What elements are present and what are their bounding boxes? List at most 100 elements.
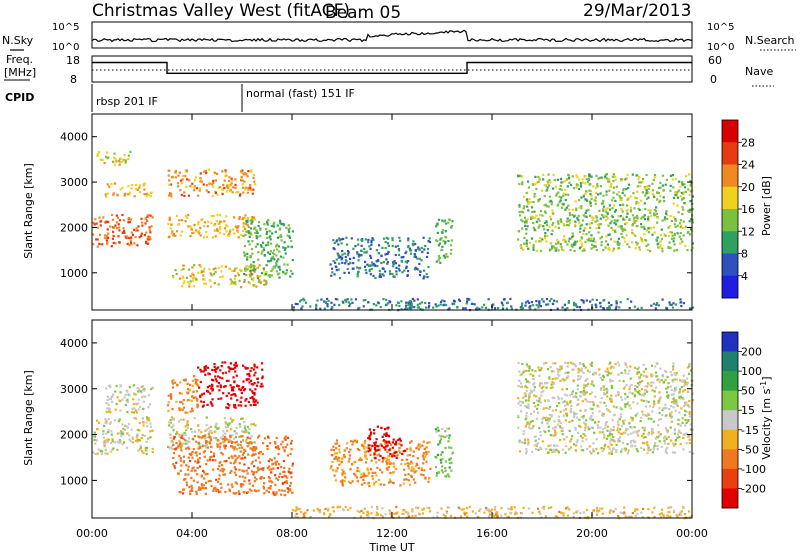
radar-echo: [559, 177, 563, 180]
radar-echo: [656, 191, 659, 194]
radar-echo: [190, 399, 193, 402]
radar-echo: [290, 239, 293, 242]
radar-echo: [276, 260, 279, 263]
radar-echo: [584, 409, 587, 412]
radar-echo: [376, 454, 379, 457]
radar-echo: [684, 401, 687, 405]
scatter-region: [329, 236, 432, 280]
radar-echo: [540, 189, 543, 192]
radar-echo: [542, 225, 545, 228]
radar-echo: [169, 396, 173, 399]
radar-echo: [101, 243, 104, 246]
radar-echo: [386, 302, 390, 305]
radar-echo: [239, 425, 242, 428]
radar-echo: [137, 225, 140, 228]
radar-echo: [555, 300, 558, 303]
radar-echo: [657, 431, 660, 434]
radar-echo: [627, 401, 630, 404]
radar-echo: [567, 375, 570, 378]
radar-echo: [427, 265, 430, 269]
radar-echo: [198, 436, 201, 439]
radar-echo: [137, 402, 140, 405]
radar-echo: [671, 380, 674, 383]
radar-echo: [684, 225, 687, 228]
radar-echo: [572, 416, 576, 419]
radar-echo: [676, 232, 679, 235]
radar-echo: [406, 462, 409, 465]
radar-echo: [178, 444, 181, 447]
radar-echo: [172, 274, 175, 278]
radar-echo: [669, 412, 672, 415]
radar-echo: [658, 407, 661, 410]
radar-echo: [252, 284, 255, 287]
radar-echo: [269, 480, 273, 483]
radar-echo: [622, 422, 625, 425]
radar-echo: [636, 372, 639, 375]
radar-echo: [138, 236, 141, 239]
radar-echo: [126, 398, 129, 401]
radar-echo: [557, 419, 561, 422]
radar-echo: [527, 247, 530, 250]
radar-echo: [284, 475, 287, 478]
radar-echo: [574, 225, 577, 228]
radar-echo: [279, 255, 282, 258]
radar-echo: [582, 383, 585, 386]
radar-echo: [653, 390, 656, 393]
radar-echo: [105, 387, 108, 390]
radar-echo: [620, 450, 623, 453]
radar-echo: [392, 482, 395, 485]
radar-echo: [669, 189, 672, 192]
radar-echo: [437, 429, 440, 432]
radar-echo: [133, 417, 136, 420]
radar-echo: [277, 452, 280, 456]
radar-echo: [413, 255, 416, 258]
radar-echo: [624, 449, 627, 452]
radar-echo: [216, 229, 219, 232]
radar-echo: [219, 482, 222, 486]
radar-echo: [189, 453, 192, 456]
radar-echo: [609, 361, 612, 364]
radar-echo: [111, 440, 114, 443]
radar-echo: [623, 419, 626, 422]
radar-echo: [169, 436, 172, 440]
radar-echo: [408, 247, 411, 250]
radar-echo: [351, 301, 354, 304]
radar-echo: [107, 410, 111, 413]
radar-echo: [250, 379, 253, 382]
radar-echo: [592, 509, 595, 512]
radar-echo: [597, 231, 600, 234]
radar-echo: [286, 487, 289, 490]
radar-echo: [253, 270, 256, 273]
radar-echo: [426, 251, 429, 254]
radar-echo: [621, 236, 624, 239]
radar-echo: [246, 265, 249, 268]
radar-echo: [244, 227, 247, 230]
radar-echo: [619, 432, 622, 435]
radar-echo: [559, 244, 562, 247]
radar-echo: [177, 472, 180, 475]
radar-echo: [626, 297, 629, 301]
radar-echo: [619, 225, 622, 228]
radar-echo: [224, 171, 227, 174]
radar-echo: [607, 372, 610, 375]
radar-echo: [642, 394, 646, 397]
radar-echo: [248, 235, 251, 238]
radar-echo: [588, 450, 592, 453]
radar-echo: [421, 508, 424, 511]
radar-echo: [341, 474, 344, 477]
radar-echo: [248, 243, 251, 246]
radar-echo: [245, 378, 248, 381]
radar-echo: [138, 388, 141, 391]
radar-echo: [528, 422, 531, 425]
radar-echo: [118, 418, 121, 421]
radar-echo: [105, 195, 108, 198]
radar-echo: [615, 394, 618, 397]
radar-echo: [683, 186, 686, 189]
radar-echo: [98, 242, 101, 246]
beam-label: Beam 05: [325, 3, 401, 23]
radar-echo: [447, 427, 451, 430]
radar-echo: [624, 432, 627, 435]
radar-echo: [634, 508, 637, 511]
radar-echo: [684, 424, 687, 427]
radar-echo: [119, 157, 122, 160]
